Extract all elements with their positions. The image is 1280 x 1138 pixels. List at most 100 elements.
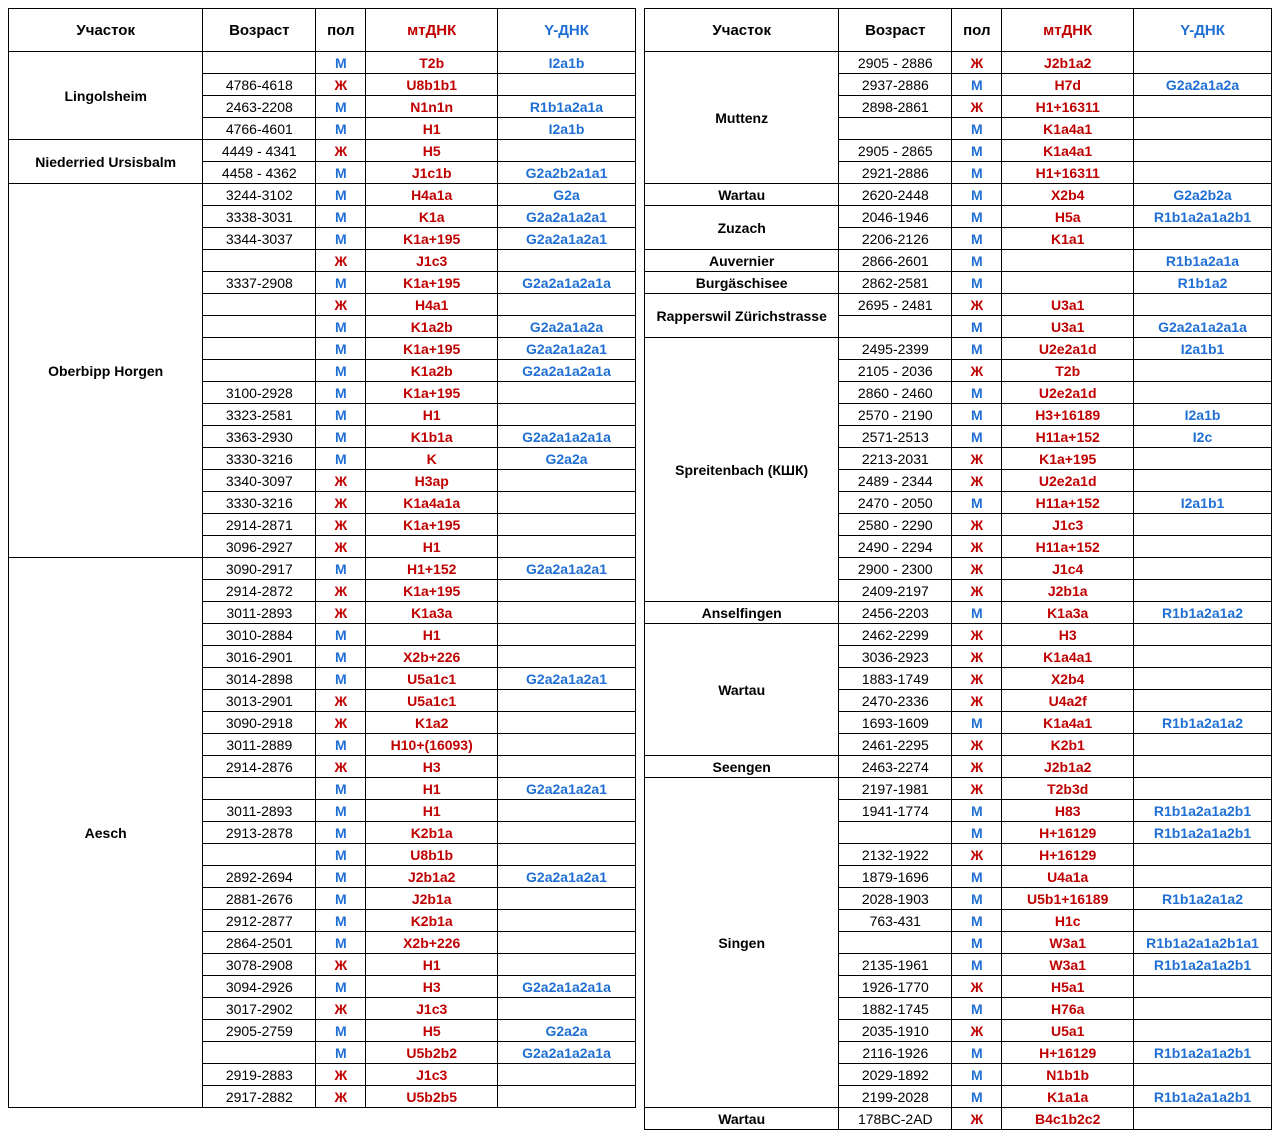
y-cell: R1b1a2a1a2b1	[1134, 206, 1272, 228]
mt-cell: K1a	[366, 206, 498, 228]
age-cell: 1926-1770	[839, 976, 952, 998]
age-cell: 2914-2871	[203, 514, 316, 536]
y-cell	[498, 712, 636, 734]
mt-cell: J2b1a	[1002, 580, 1134, 602]
sex-cell: М	[952, 1064, 1002, 1086]
sex-cell: М	[316, 624, 366, 646]
mt-cell: H4a1a	[366, 184, 498, 206]
y-cell	[498, 140, 636, 162]
y-cell	[498, 844, 636, 866]
age-cell: 2046-1946	[839, 206, 952, 228]
hdr-mt: мтДНК	[366, 9, 498, 52]
hdr-mt: мтДНК	[1002, 9, 1134, 52]
age-cell: 178BC-2AD	[839, 1108, 952, 1130]
table-row: Singen2197-1981ЖT2b3d	[645, 778, 1272, 800]
y-cell: I2a1b1	[1134, 492, 1272, 514]
y-cell	[1134, 580, 1272, 602]
y-cell	[1134, 140, 1272, 162]
y-cell: I2a1b1	[1134, 338, 1272, 360]
y-cell	[498, 74, 636, 96]
sex-cell: М	[952, 272, 1002, 294]
site-cell: Auvernier	[645, 250, 839, 272]
mt-cell: H1	[366, 954, 498, 976]
mt-cell: U4a1a	[1002, 866, 1134, 888]
age-cell	[203, 316, 316, 338]
y-cell: I2a1b	[498, 52, 636, 74]
sex-cell: Ж	[952, 360, 1002, 382]
mt-cell: X2b+226	[366, 932, 498, 954]
table-row: Rapperswil Zürichstrasse2695 - 2481ЖU3a1	[645, 294, 1272, 316]
sex-cell: Ж	[316, 140, 366, 162]
mt-cell: J2b1a2	[1002, 52, 1134, 74]
age-cell	[203, 844, 316, 866]
mt-cell: J1c3	[366, 250, 498, 272]
age-cell: 763-431	[839, 910, 952, 932]
mt-cell: H1	[366, 800, 498, 822]
table-row: Wartau178BC-2ADЖB4c1b2c2	[645, 1108, 1272, 1130]
mt-cell: K1a4a1a	[366, 492, 498, 514]
age-cell	[203, 294, 316, 316]
age-cell: 2905 - 2865	[839, 140, 952, 162]
sex-cell: Ж	[952, 580, 1002, 602]
mt-cell: H5	[366, 1020, 498, 1042]
sex-cell: Ж	[952, 558, 1002, 580]
y-cell	[1134, 690, 1272, 712]
y-cell: G2a2a1a2a1	[498, 228, 636, 250]
age-cell: 3014-2898	[203, 668, 316, 690]
mt-cell: K1a+195	[366, 272, 498, 294]
age-cell: 2495-2399	[839, 338, 952, 360]
table-row: LingolsheimМT2bI2a1b	[9, 52, 636, 74]
y-cell	[498, 888, 636, 910]
age-cell: 2462-2299	[839, 624, 952, 646]
sex-cell: Ж	[952, 470, 1002, 492]
mt-cell: K1b1a	[366, 426, 498, 448]
sex-cell: М	[952, 250, 1002, 272]
sex-cell: Ж	[952, 756, 1002, 778]
table-row: Auvernier2866-2601МR1b1a2a1a	[645, 250, 1272, 272]
age-cell: 1882-1745	[839, 998, 952, 1020]
y-cell: R1b1a2a1a2	[1134, 888, 1272, 910]
sex-cell: М	[952, 206, 1002, 228]
table-row: Oberbipp Horgen3244-3102МH4a1aG2a	[9, 184, 636, 206]
age-cell	[839, 932, 952, 954]
left-body: LingolsheimМT2bI2a1b4786-4618ЖU8b1b12463…	[9, 52, 636, 1108]
y-cell	[1134, 1064, 1272, 1086]
sex-cell: М	[952, 932, 1002, 954]
mt-cell: H11a+152	[1002, 426, 1134, 448]
age-cell: 3017-2902	[203, 998, 316, 1020]
mt-cell: U2e2a1d	[1002, 382, 1134, 404]
sex-cell: М	[952, 426, 1002, 448]
y-cell	[498, 470, 636, 492]
age-cell: 3078-2908	[203, 954, 316, 976]
age-cell: 4458 - 4362	[203, 162, 316, 184]
mt-cell: U5a1c1	[366, 690, 498, 712]
age-cell: 1941-1774	[839, 800, 952, 822]
table-row: Muttenz2905 - 2886ЖJ2b1a2	[645, 52, 1272, 74]
sex-cell: Ж	[316, 712, 366, 734]
hdr-sex: пол	[952, 9, 1002, 52]
sex-cell: Ж	[952, 624, 1002, 646]
age-cell: 2919-2883	[203, 1064, 316, 1086]
sex-cell: М	[952, 382, 1002, 404]
age-cell: 3010-2884	[203, 624, 316, 646]
mt-cell: X2b4	[1002, 668, 1134, 690]
sex-cell: Ж	[952, 844, 1002, 866]
age-cell: 2213-2031	[839, 448, 952, 470]
sex-cell: Ж	[316, 1086, 366, 1108]
table-row: Niederried Ursisbalm4449 - 4341ЖH5	[9, 140, 636, 162]
age-cell	[839, 822, 952, 844]
y-cell: R1b1a2a1a2b1	[1134, 1086, 1272, 1108]
age-cell: 4766-4601	[203, 118, 316, 140]
y-cell: R1b1a2a1a2b1a1	[1134, 932, 1272, 954]
sex-cell: Ж	[316, 514, 366, 536]
sex-cell: М	[316, 206, 366, 228]
age-cell: 2620-2448	[839, 184, 952, 206]
sex-cell: М	[316, 932, 366, 954]
age-cell: 2860 - 2460	[839, 382, 952, 404]
mt-cell: H1c	[1002, 910, 1134, 932]
y-cell: G2a2a1a2a1	[498, 866, 636, 888]
age-cell: 2035-1910	[839, 1020, 952, 1042]
mt-cell: U2e2a1d	[1002, 338, 1134, 360]
mt-cell: U5b2b2	[366, 1042, 498, 1064]
sex-cell: Ж	[316, 74, 366, 96]
